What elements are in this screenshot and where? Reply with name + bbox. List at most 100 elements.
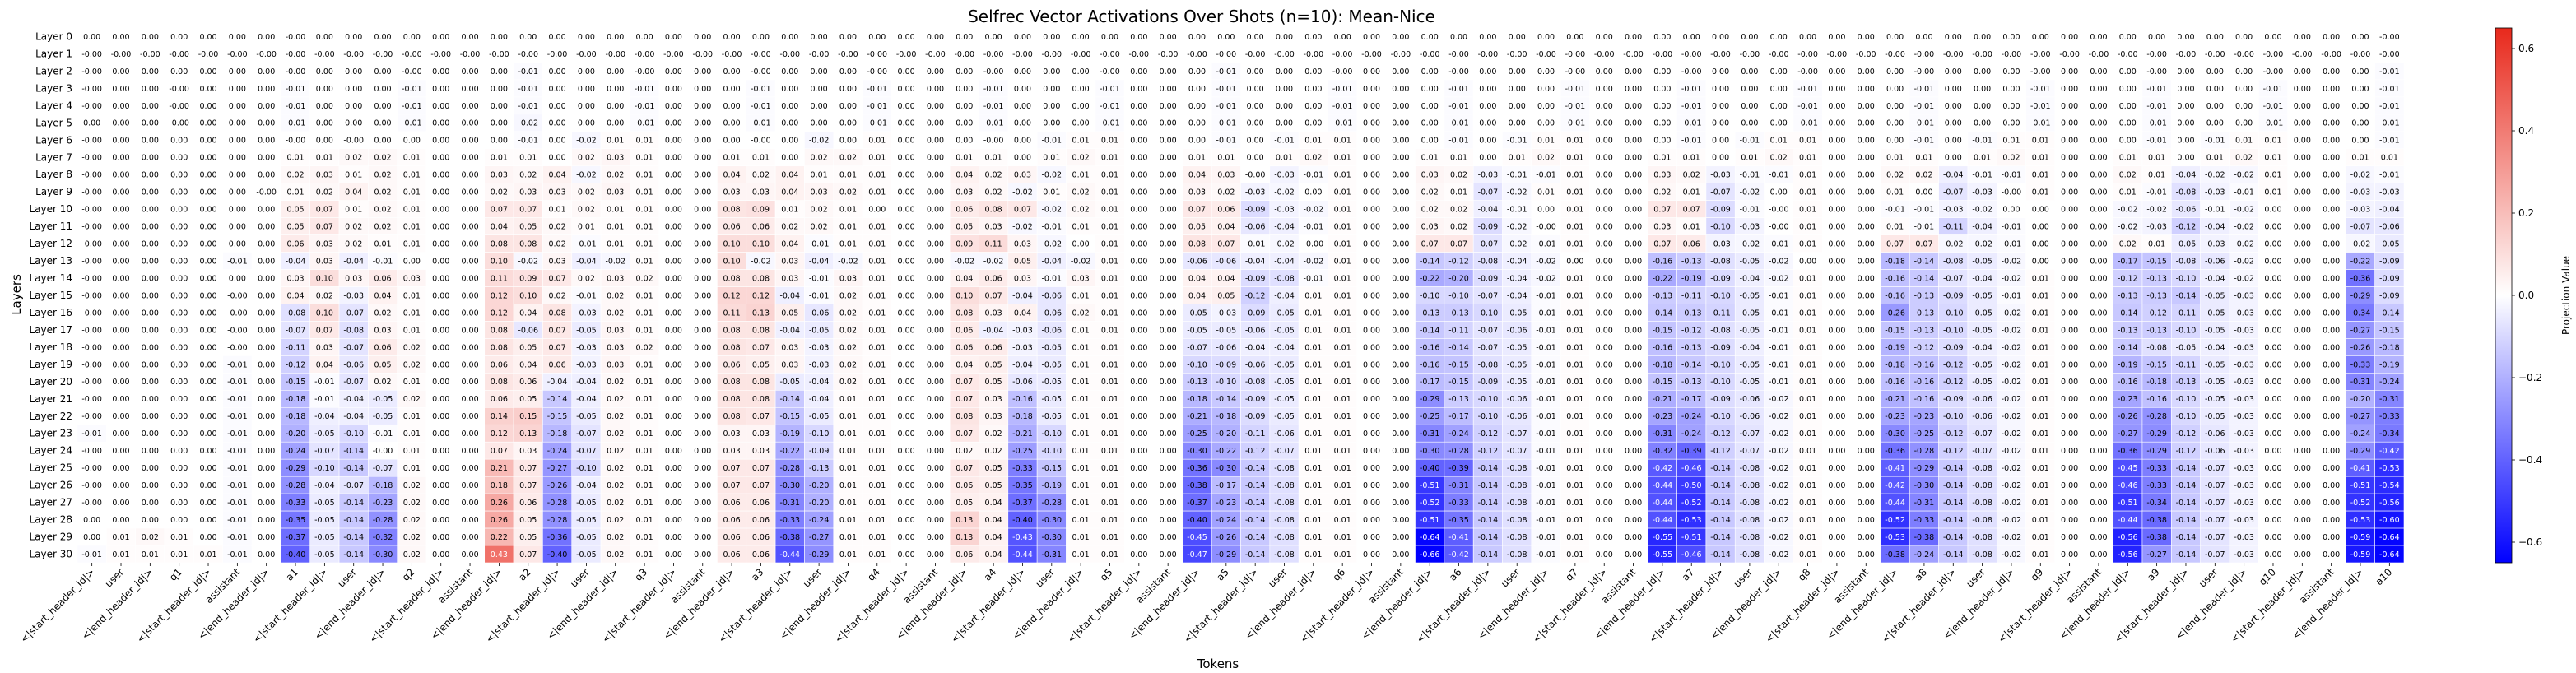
heatmap-cell-label: -0.00	[286, 50, 306, 59]
heatmap-cell-label: 0.00	[694, 429, 711, 439]
heatmap-cell-label: 0.00	[1828, 137, 1845, 146]
heatmap-cell-label: 0.00	[2351, 119, 2369, 128]
heatmap-cell-label: 0.00	[548, 33, 565, 42]
heatmap-cell-label: 0.00	[898, 171, 915, 180]
heatmap-cell-label: 0.00	[2294, 550, 2311, 559]
heatmap-cell-label: -0.28	[1448, 447, 1469, 456]
heatmap-cell-label: 0.02	[286, 171, 304, 180]
heatmap-cell-label: -0.24	[2379, 378, 2400, 387]
heatmap-cell-label: 0.01	[1304, 291, 1322, 300]
heatmap-cell-label: 0.00	[199, 464, 216, 473]
heatmap-cell-label: 0.00	[1392, 85, 1409, 94]
heatmap-cell-label: -0.11	[2176, 360, 2197, 369]
heatmap-cell-label: 0.01	[403, 464, 421, 473]
heatmap-cell-label: 0.00	[112, 206, 129, 215]
heatmap-cell-label: -0.10	[576, 464, 597, 473]
heatmap-cell-label: -0.02	[1536, 257, 1556, 266]
heatmap-cell-label: -0.00	[1914, 50, 1935, 59]
heatmap-cell-label: -0.01	[1972, 137, 1992, 146]
heatmap-cell-label: -0.14	[1245, 550, 1266, 559]
heatmap-cell-label: -0.64	[2379, 533, 2400, 542]
heatmap-cell-label: 0.00	[1130, 102, 1147, 111]
heatmap-cell-label: -0.01	[286, 119, 306, 128]
heatmap-cell-label: -0.00	[635, 67, 655, 77]
heatmap-cell-label: 0.00	[665, 223, 682, 232]
heatmap-cell-label: 0.00	[607, 67, 624, 77]
heatmap-cell-label: -0.44	[1885, 499, 1905, 508]
heatmap-cell-label: 0.00	[1537, 67, 1555, 77]
heatmap-cell-label: -0.31	[1042, 550, 1062, 559]
heatmap-cell-label: 0.07	[1450, 240, 1467, 249]
heatmap-cell-label: -0.21	[1885, 395, 1905, 404]
heatmap-cell-label: 0.00	[2206, 33, 2224, 42]
heatmap-cell-label: -0.05	[314, 516, 335, 525]
heatmap-cell-label: -0.04	[1740, 274, 1760, 283]
heatmap-cell-label: 0.00	[229, 102, 246, 111]
heatmap-cell-label: 0.03	[752, 188, 770, 197]
heatmap-cell-label: 0.00	[1363, 343, 1380, 352]
heatmap-cell-label: 0.00	[723, 67, 741, 77]
heatmap-cell-label: -0.12	[1710, 429, 1731, 439]
heatmap-cell-label: -0.39	[1448, 464, 1469, 473]
heatmap-cell-label: 0.00	[2032, 206, 2049, 215]
heatmap-cell-label: 0.00	[461, 343, 478, 352]
heatmap-cell-label: 0.00	[898, 481, 915, 490]
heatmap-cell-label: 0.00	[1363, 516, 1380, 525]
heatmap-cell-label: 0.08	[752, 395, 770, 404]
heatmap-cell-label: -0.64	[2379, 550, 2400, 559]
heatmap-cell-label: -0.14	[2176, 291, 2197, 300]
heatmap-cell-label: 0.00	[2294, 360, 2311, 369]
heatmap-cell-label: 0.00	[1770, 33, 1788, 42]
heatmap-cell-label: 0.00	[432, 171, 449, 180]
heatmap-cell-label: 0.00	[2061, 171, 2078, 180]
heatmap-cell-label: 0.00	[1130, 412, 1147, 421]
heatmap-cell-label: 0.00	[1625, 533, 1642, 542]
heatmap-cell-label: 0.00	[1421, 137, 1439, 146]
heatmap-cell-label: 0.00	[1160, 309, 1177, 318]
heatmap-cell-label: 0.00	[199, 33, 216, 42]
heatmap-cell-label: -0.14	[1420, 326, 1440, 335]
heatmap-cell-label: 0.00	[1363, 360, 1380, 369]
heatmap-cell-label: -0.00	[227, 50, 248, 59]
heatmap-cell-label: -0.06	[1507, 326, 1527, 335]
heatmap-cell-label: 0.00	[781, 33, 798, 42]
heatmap-cell-label: 0.01	[868, 240, 886, 249]
heatmap-cell-label: -0.05	[2205, 378, 2225, 387]
heatmap-cell-label: -0.00	[1710, 50, 1731, 59]
heatmap-cell-label: -0.00	[81, 274, 102, 283]
heatmap-cell-label: 0.03	[345, 274, 362, 283]
heatmap-cell-label: 0.00	[1334, 33, 1351, 42]
heatmap-cell-label: 0.00	[1160, 291, 1177, 300]
heatmap-cell-label: -0.08	[1710, 326, 1731, 335]
heatmap-cell-label: -0.13	[1681, 343, 1702, 352]
heatmap-cell-label: 0.00	[694, 274, 711, 283]
heatmap-cell-label: -0.01	[402, 119, 422, 128]
heatmap-cell-label: 0.00	[199, 223, 216, 232]
heatmap-cell-label: 0.00	[665, 33, 682, 42]
heatmap-cell-label: -0.09	[1710, 274, 1731, 283]
heatmap-cell-label: -0.06	[2205, 429, 2225, 439]
heatmap-cell-label: 0.00	[665, 309, 682, 318]
heatmap-cell-label: 0.04	[1014, 309, 1031, 318]
heatmap-cell-label: 0.01	[1653, 154, 1671, 163]
heatmap-cell-label: 0.00	[1712, 102, 1729, 111]
heatmap-cell-label: 0.01	[1334, 171, 1351, 180]
heatmap-cell-label: 0.02	[345, 240, 362, 249]
heatmap-cell-label: 0.00	[1304, 33, 1322, 42]
heatmap-cell-label: -0.00	[460, 50, 481, 59]
heatmap-cell-label: 0.00	[1160, 550, 1177, 559]
heatmap-cell-label: 0.00	[432, 326, 449, 335]
heatmap-cell-label: 0.01	[1566, 343, 1583, 352]
heatmap-cell-label: -0.08	[1274, 499, 1295, 508]
heatmap-cell-label: -0.23	[1914, 412, 1935, 421]
heatmap-cell-label: 0.01	[839, 481, 857, 490]
heatmap-cell-label: -0.16	[1914, 360, 1935, 369]
heatmap-cell-label: -0.05	[1740, 309, 1760, 318]
heatmap-cell-label: -0.04	[343, 257, 364, 266]
heatmap-cell-label: 0.00	[927, 326, 944, 335]
heatmap-cell-label: -0.15	[2379, 326, 2400, 335]
heatmap-cell-label: 0.00	[1596, 516, 1613, 525]
heatmap-cell-label: 0.00	[665, 171, 682, 180]
heatmap-cell-label: -0.05	[1274, 309, 1295, 318]
heatmap-cell-label: 0.02	[374, 154, 391, 163]
